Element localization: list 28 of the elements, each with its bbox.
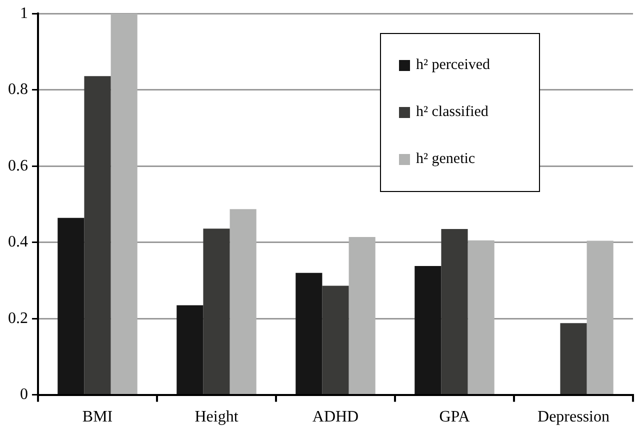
y-tick-label: 0.8 — [8, 81, 28, 98]
bar — [586, 240, 614, 394]
y-tick-label: 0.6 — [8, 157, 28, 174]
bar — [560, 323, 587, 394]
x-tick-label: Height — [194, 408, 239, 426]
bar — [230, 209, 256, 394]
x-tick-label: GPA — [439, 408, 470, 426]
bar — [58, 218, 84, 394]
bar — [441, 228, 468, 394]
y-tick-label: 0.4 — [8, 234, 28, 251]
bar — [322, 286, 349, 394]
legend-label: h² perceived — [416, 57, 490, 74]
legend-label: h² classified — [416, 104, 488, 121]
legend-label: h² genetic — [416, 151, 476, 168]
x-tick-label: Depression — [538, 408, 610, 426]
bar — [84, 76, 111, 394]
bar — [296, 272, 322, 394]
bar — [414, 266, 442, 394]
y-tick-label: 0.2 — [8, 310, 28, 327]
y-tick-label: 1 — [20, 4, 28, 22]
bar — [110, 14, 138, 394]
bar — [348, 236, 376, 394]
bar — [203, 228, 230, 394]
x-tick-label: BMI — [82, 408, 113, 426]
bar — [176, 305, 204, 394]
bar — [468, 240, 494, 394]
y-tick-label: 0 — [20, 386, 28, 404]
x-tick-label: ADHD — [312, 408, 359, 426]
